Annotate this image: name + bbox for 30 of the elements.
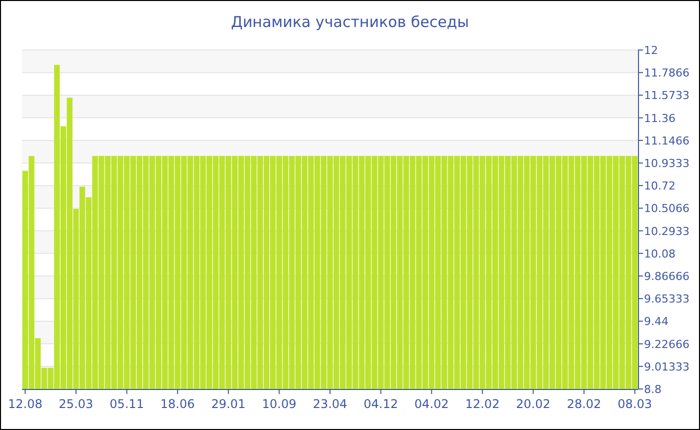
x-tick-label: 12.02 xyxy=(465,397,500,411)
y-tick-label: 10.9333 xyxy=(644,157,690,170)
y-tick-label: 11.1466 xyxy=(644,134,690,148)
x-tick-label: 08.03 xyxy=(618,397,652,411)
y-tick-label: 11.5733 xyxy=(644,89,690,102)
y-tick-label: 10.08 xyxy=(644,247,676,260)
x-tick-label: 28.02 xyxy=(566,397,602,411)
x-tick-label: 20.02 xyxy=(516,397,550,411)
chart-title: Динамика участников беседы xyxy=(230,13,470,31)
x-tick-label: 04.12 xyxy=(364,397,398,411)
y-tick-label: 11.36 xyxy=(644,112,676,125)
y-tick-label: 10.2933 xyxy=(644,224,690,238)
y-tick-label: 9.44 xyxy=(644,315,668,328)
y-tick-label: 10.5066 xyxy=(644,202,690,216)
x-tick-label: 12.08 xyxy=(8,397,42,411)
x-tick-label: 10.09 xyxy=(262,397,296,411)
x-tick-label: 23.04 xyxy=(312,397,348,411)
y-tick-label: 8.8 xyxy=(644,383,662,396)
y-tick-label: 9.86666 xyxy=(644,270,690,283)
x-tick-label: 05.11 xyxy=(110,397,144,411)
y-tick-label: 9.01333 xyxy=(644,360,690,374)
x-tick-label: 25.03 xyxy=(58,397,94,411)
y-tick-label: 11.7866 xyxy=(644,66,690,80)
y-tick-label: 9.65333 xyxy=(644,292,690,306)
y-tick-label: 12 xyxy=(644,44,658,57)
y-tick-label: 10.72 xyxy=(644,180,676,193)
x-tick-label: 18.06 xyxy=(160,397,195,411)
x-tick-label: 04.02 xyxy=(414,397,449,411)
x-tick-label: 29.01 xyxy=(211,397,246,411)
y-tick-label: 9.22666 xyxy=(644,338,690,351)
